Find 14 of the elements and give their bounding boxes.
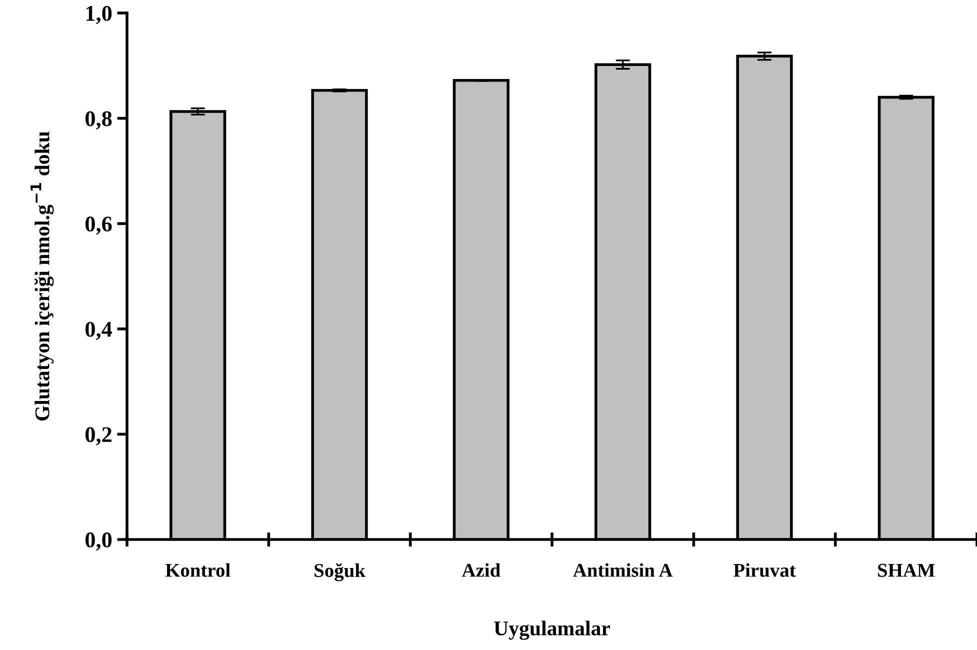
x-tick-label: Piruvat [734,563,796,577]
x-tick-label: Azid [462,563,500,577]
y-tick-label: 0,6 [85,216,112,235]
y-tick-label: 0,4 [85,322,112,340]
x-tick-label: Kontrol [165,563,230,577]
y-axis-title: Glutatyon içeriği nmol.g$^{−1}$ doku [30,132,54,421]
x-tick-label: SHAM [878,564,935,577]
x-tick-label: Soğuk [314,563,366,582]
y-tick-label: 0,0 [85,532,112,551]
y-tick-label: 1,0 [86,6,112,24]
x-axis-title: Uygulamalar [494,620,610,640]
x-tick-label: Antimisin A [573,563,673,577]
y-tick-label: 0,8 [85,111,112,130]
y-tick-label: 0,2 [85,427,112,446]
